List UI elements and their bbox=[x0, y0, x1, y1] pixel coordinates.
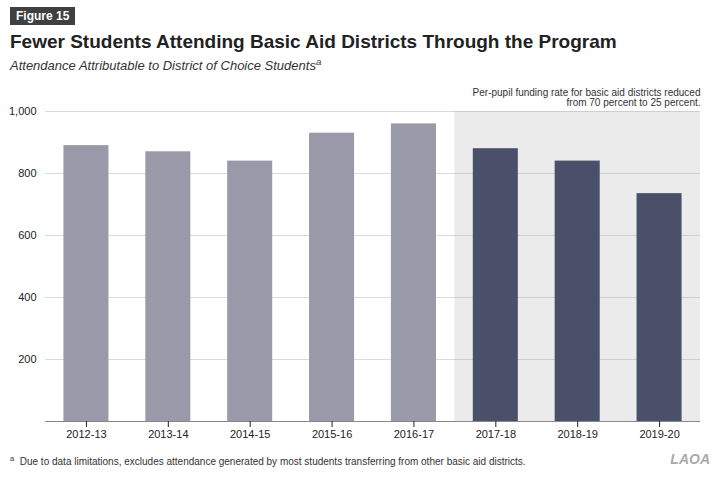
svg-text:Per-pupil funding rate for bas: Per-pupil funding rate for basic aid dis… bbox=[473, 87, 701, 108]
svg-text:2016-17: 2016-17 bbox=[394, 429, 434, 441]
svg-text:2015-16: 2015-16 bbox=[312, 429, 352, 441]
html-text:a Due to data limitations, exc: a Due to data limitations, excludes atte… bbox=[10, 454, 526, 468]
html-text:LAOA: LAOA bbox=[670, 451, 710, 468]
svg-text:2013-14: 2013-14 bbox=[148, 429, 188, 441]
svg-text:400: 400 bbox=[18, 291, 36, 303]
svg-text:600: 600 bbox=[18, 229, 36, 241]
svg-text:2018-19: 2018-19 bbox=[558, 429, 598, 441]
svg-text:200: 200 bbox=[18, 353, 36, 365]
svg-text:2012-13: 2012-13 bbox=[66, 429, 106, 441]
html-text:Figure 15: Figure 15 bbox=[16, 9, 70, 23]
svg-text:2019-20: 2019-20 bbox=[639, 429, 679, 441]
html-text:Fewer Students Attending Basic: Fewer Students Attending Basic Aid Distr… bbox=[10, 31, 617, 52]
svg-text:800: 800 bbox=[18, 167, 36, 179]
svg-text:1,000: 1,000 bbox=[9, 105, 37, 117]
svg-text:2017-18: 2017-18 bbox=[476, 429, 516, 441]
svg-text:2014-15: 2014-15 bbox=[230, 429, 270, 441]
html-text:Attendance Attributable to Dis: Attendance Attributable to District of C… bbox=[10, 56, 322, 74]
